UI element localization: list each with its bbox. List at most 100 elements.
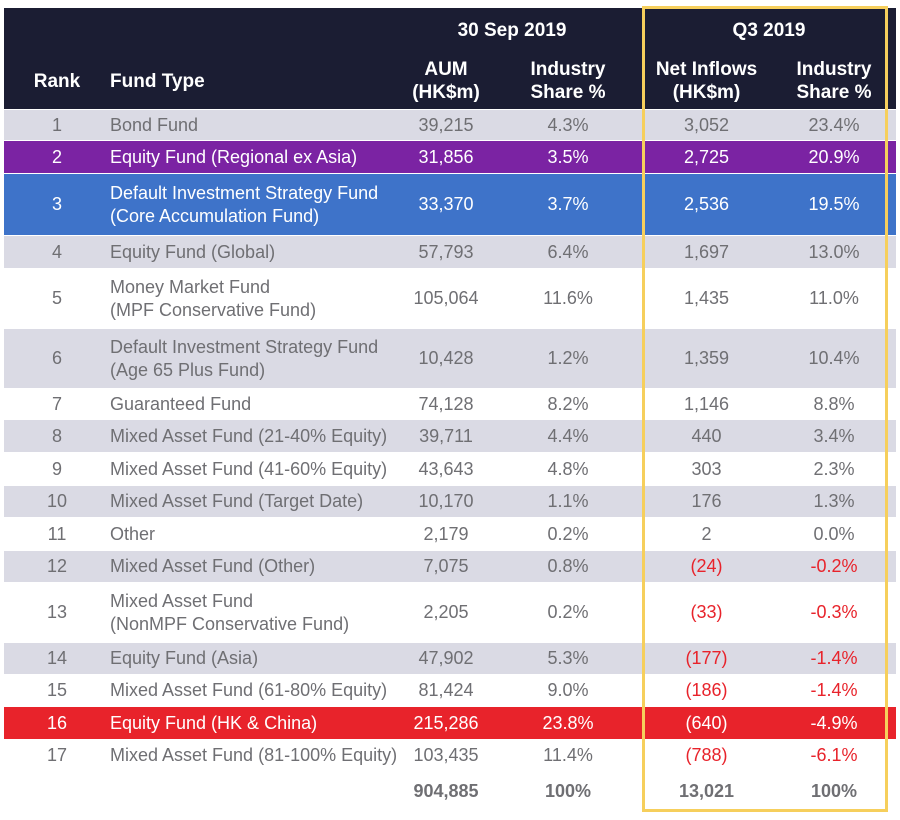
column-header-net-inflows: Net Inflows (HK$m) <box>644 58 769 104</box>
column-header-industry-share: Industry Share % <box>509 58 627 104</box>
net-inflows-cell: 1,359 <box>683 348 730 368</box>
aum-cell: 57,793 <box>418 241 474 262</box>
column-header-net-inflows-line2: (HK$m) <box>672 82 741 103</box>
rank-cell: 14 <box>46 648 68 668</box>
aum-cell: 10,428 <box>418 348 474 368</box>
q3-industry-share-cell: 3.4% <box>813 425 855 446</box>
fund-type-cell: Mixed Asset Fund (81-100% Equity) <box>110 740 410 771</box>
column-header-aum-line2: (HK$m) <box>412 82 480 103</box>
rank-cell: 5 <box>51 288 62 308</box>
net-inflows-cell: (24) <box>690 556 723 576</box>
fund-type-line: Other <box>110 523 156 544</box>
table-row: 9 Mixed Asset Fund (41-60% Equity) 43,643 4… <box>4 453 896 485</box>
aum-cell: 74,128 <box>418 393 474 414</box>
rank-cell: 4 <box>51 241 62 262</box>
aum-cell: 7,075 <box>423 556 469 576</box>
fund-type-line: (Core Accumulation Fund) <box>110 205 320 226</box>
column-header-q3-industry-share: Industry Share % <box>774 58 894 104</box>
industry-share-cell: 0.2% <box>547 602 589 622</box>
rank-cell: 1 <box>51 114 62 135</box>
fund-type-line: Mixed Asset Fund (81-100% Equity) <box>110 745 398 765</box>
fund-type-cell: Mixed Asset Fund (NonMPF Conservative Fun… <box>110 583 410 642</box>
rank-cell: 13 <box>46 602 68 622</box>
fund-type-cell: Mixed Asset Fund (Target Date) <box>110 486 410 517</box>
industry-share-cell: 4.3% <box>547 114 589 135</box>
column-header-aum-line1: AUM <box>424 59 468 80</box>
industry-share-cell: 4.4% <box>547 425 589 446</box>
fund-type-line: Bond Fund <box>110 114 199 135</box>
table-row: 4 Equity Fund (Global) 57,793 6.4% 1,697 13.0… <box>4 236 896 268</box>
fund-type-line: Mixed Asset Fund (41-60% Equity) <box>110 458 388 479</box>
fund-type-line: Equity Fund (Regional ex Asia) <box>110 146 358 167</box>
q3-industry-share-cell: -0.3% <box>810 602 858 622</box>
table-row: 8 Mixed Asset Fund (21-40% Equity) 39,711 4… <box>4 420 896 452</box>
group-header-30-sep-2019: 30 Sep 2019 <box>457 20 567 41</box>
industry-share-cell: 3.7% <box>547 194 589 214</box>
table-row: 3 Default Investment Strategy Fund (Core A… <box>4 174 896 235</box>
total-row: 904,885 100% 13,021 100% <box>4 772 896 810</box>
q3-industry-share-cell: 19.5% <box>808 194 860 214</box>
fund-type-line: Default Investment Strategy Fund <box>110 336 379 357</box>
net-inflows-cell: 2,725 <box>683 146 730 167</box>
fund-type-line: Mixed Asset Fund (21-40% Equity) <box>110 425 388 446</box>
industry-share-cell: 6.4% <box>547 241 589 262</box>
table-row: 11 Other 2,179 0.2% 2 0.0% <box>4 518 896 550</box>
fund-type-cell: Other <box>110 518 410 550</box>
table-row: 13 Mixed Asset Fund (NonMPF Conservative F… <box>4 583 896 642</box>
rank-cell: 8 <box>51 425 62 446</box>
fund-type-line: (MPF Conservative Fund) <box>110 299 317 320</box>
rank-cell: 9 <box>51 458 62 479</box>
total-industry-share: 100% <box>544 780 592 801</box>
column-header-q3-industry-share-line2: Share % <box>796 82 872 103</box>
net-inflows-cell: (640) <box>685 712 728 733</box>
table-row: 15 Mixed Asset Fund (61-80% Equity) 81,424… <box>4 675 896 706</box>
industry-share-cell: 11.6% <box>543 288 593 308</box>
fund-type-cell: Mixed Asset Fund (61-80% Equity) <box>110 675 410 706</box>
fund-type-line: Money Market Fund <box>110 276 271 297</box>
fund-type-line: (NonMPF Conservative Fund) <box>110 613 350 634</box>
fund-type-cell: Equity Fund (Global) <box>110 236 410 268</box>
q3-industry-share-cell: 23.4% <box>808 114 860 135</box>
fund-type-cell: Mixed Asset Fund (Other) <box>110 551 410 582</box>
column-header-industry-share-line1: Industry <box>530 59 606 80</box>
rank-cell: 11 <box>47 523 67 544</box>
industry-share-cell: 1.2% <box>547 348 589 368</box>
rank-cell: 15 <box>46 680 68 700</box>
table-row: 7 Guaranteed Fund 74,128 8.2% 1,146 8.8% <box>4 389 896 419</box>
industry-share-cell: 5.3% <box>547 648 589 668</box>
fund-type-line: Mixed Asset Fund <box>110 590 254 611</box>
q3-industry-share-cell: -4.9% <box>810 712 858 733</box>
column-header-fund-type: Fund Type <box>110 71 205 92</box>
aum-cell: 105,064 <box>413 288 479 308</box>
table-row: 12 Mixed Asset Fund (Other) 7,075 0.8% (24) -… <box>4 551 896 582</box>
table-row: 5 Money Market Fund (MPF Conservative Fund… <box>4 269 896 328</box>
industry-share-cell: 4.8% <box>547 458 589 479</box>
fund-type-line: Mixed Asset Fund (61-80% Equity) <box>110 680 388 700</box>
q3-industry-share-cell: 11.0% <box>809 288 859 308</box>
fund-type-line: Equity Fund (HK & China) <box>110 712 318 733</box>
aum-cell: 81,424 <box>418 680 474 700</box>
table-row: 10 Mixed Asset Fund (Target Date) 10,170 1.… <box>4 486 896 517</box>
net-inflows-cell: (177) <box>685 648 728 668</box>
fund-type-line: Default Investment Strategy Fund <box>110 182 379 203</box>
aum-cell: 39,215 <box>418 114 474 135</box>
aum-cell: 2,205 <box>423 602 469 622</box>
net-inflows-cell: 3,052 <box>683 114 730 135</box>
total-net-inflows: 13,021 <box>678 780 735 801</box>
industry-share-cell: 9.0% <box>547 680 589 700</box>
industry-share-cell: 1.1% <box>547 491 589 511</box>
total-aum: 904,885 <box>413 780 479 801</box>
net-inflows-cell: 1,697 <box>683 241 730 262</box>
net-inflows-cell: 1,146 <box>683 393 730 414</box>
q3-industry-share-cell: -0.2% <box>810 556 858 576</box>
column-header-net-inflows-line1: Net Inflows <box>655 59 758 80</box>
fund-type-cell: Bond Fund <box>110 110 410 140</box>
industry-share-cell: 0.8% <box>547 556 589 576</box>
q3-industry-share-cell: 13.0% <box>808 241 860 262</box>
net-inflows-cell: 2 <box>701 523 712 544</box>
net-inflows-cell: 176 <box>691 491 722 511</box>
q3-industry-share-cell: 1.3% <box>813 491 855 511</box>
industry-share-cell: 8.2% <box>547 393 589 414</box>
rank-cell: 17 <box>46 745 68 765</box>
rank-cell: 10 <box>46 491 68 511</box>
